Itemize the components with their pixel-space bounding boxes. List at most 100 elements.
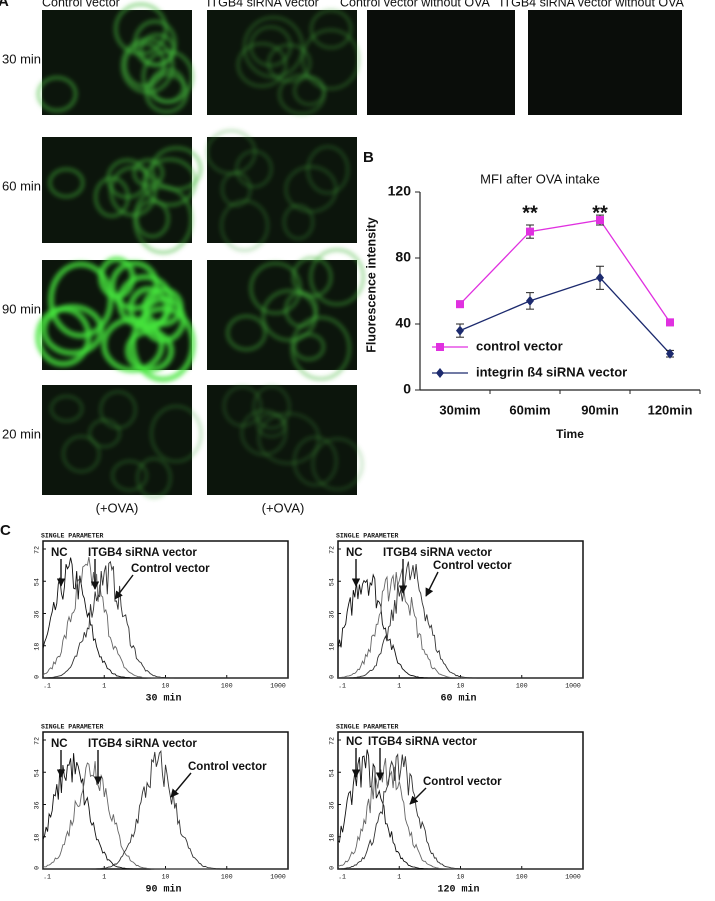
histogram-label: ITGB4 siRNA vector [383, 547, 492, 559]
significance-mark: ** [522, 202, 538, 224]
cell [47, 167, 85, 199]
cell [311, 437, 364, 491]
arrow [170, 772, 192, 798]
histogram-header: SINGLE PARAMETER [41, 533, 104, 540]
histogram-trace [338, 753, 583, 870]
x-axis-label: Time [556, 427, 584, 441]
data-point [436, 343, 444, 351]
x-tick-label: 60mim [509, 402, 550, 417]
column-header: Control vector without OVA [340, 0, 490, 9]
histogram-label: NC [51, 547, 68, 559]
time-label: 120 min [437, 884, 479, 896]
histogram-trace [42, 556, 288, 679]
cell [293, 435, 338, 487]
histogram-label: NC [346, 547, 363, 559]
cell [139, 32, 176, 68]
panel-label: A [0, 0, 9, 10]
histogram-label: ITGB4 siRNA vector [88, 547, 197, 559]
y-tick-label: 54 [34, 769, 41, 777]
time-label: 90 min [145, 884, 181, 896]
y-tick-label: 80 [395, 249, 411, 265]
histogram-label: ITGB4 siRNA vector [88, 738, 197, 750]
footnote: (+OVA) [96, 500, 139, 515]
y-tick-label: 120 [388, 183, 412, 199]
y-tick-label: 54 [34, 578, 41, 586]
x-tick-label: 100 [516, 683, 528, 690]
cell [309, 247, 366, 307]
x-tick-label: 1000 [270, 683, 286, 690]
cell [111, 459, 149, 492]
row-label: 20 min [2, 426, 41, 441]
time-label: 60 min [440, 693, 476, 705]
x-tick-label: 10 [162, 683, 170, 690]
y-tick-label: 54 [329, 578, 336, 586]
cell [282, 204, 315, 241]
cell [109, 260, 160, 312]
data-point [666, 348, 674, 359]
micrograph-cells [222, 385, 364, 491]
significance-mark: ** [592, 202, 608, 224]
arrow [114, 574, 134, 600]
x-tick-label: 100 [221, 683, 233, 690]
x-tick-label: 1000 [565, 874, 581, 881]
cell [220, 199, 270, 252]
x-tick-label: 90min [581, 402, 619, 417]
y-axis-label: Fluorescence intensity [364, 217, 378, 353]
micrograph [528, 10, 682, 115]
x-tick-label: 1000 [565, 683, 581, 690]
micrograph-cells [205, 129, 350, 252]
y-tick-label: 36 [329, 610, 336, 618]
series-line [459, 277, 671, 355]
micrograph [207, 137, 357, 243]
data-point [436, 368, 444, 378]
histogram-trace [337, 749, 583, 870]
cell [136, 457, 172, 499]
y-tick-label: 40 [395, 315, 411, 331]
histogram-label: Control vector [433, 560, 512, 572]
row-label: 60 min [2, 178, 41, 193]
cell [236, 42, 288, 88]
cell [133, 185, 194, 255]
x-tick-label: 1 [102, 683, 106, 690]
histogram-label: Control vector [423, 776, 502, 788]
histogram-trace [42, 761, 288, 870]
histogram-header: SINGLE PARAMETER [41, 724, 104, 731]
cell [141, 49, 195, 104]
column-header: ITGB4 siRNA vector without OVA [500, 0, 685, 9]
data-point [596, 216, 604, 225]
cell [225, 314, 267, 352]
cell [301, 28, 361, 91]
cell [292, 332, 326, 362]
data-point [456, 300, 464, 309]
data-point [456, 325, 464, 336]
cell [130, 305, 196, 383]
row-label: 30 min [2, 51, 41, 66]
histogram-trace [337, 758, 583, 870]
footnote: (+OVA) [262, 500, 305, 515]
histogram-label: Control vector [131, 563, 210, 575]
cell [93, 176, 130, 218]
cell [101, 316, 165, 374]
cell [99, 390, 137, 430]
y-tick-label: 72 [329, 737, 336, 745]
micrograph-cells [36, 2, 195, 114]
micrograph-cells [49, 390, 203, 499]
histogram-frame [337, 731, 584, 870]
data-point [526, 227, 534, 236]
data-point [596, 272, 604, 283]
row-label: 90 min [2, 301, 41, 316]
x-tick-label: .1 [338, 683, 346, 690]
cell [124, 328, 175, 373]
y-tick-label: 18 [34, 834, 41, 842]
micrograph-cells [35, 256, 196, 383]
cell [252, 385, 291, 430]
cell [150, 404, 203, 463]
cell [240, 409, 288, 456]
micrograph [367, 10, 515, 115]
y-tick-label: 18 [34, 643, 41, 651]
x-tick-label: 1 [102, 874, 106, 881]
y-tick-label: 72 [34, 737, 41, 745]
y-tick-label: 0 [403, 381, 411, 397]
histogram-trace [42, 557, 288, 679]
